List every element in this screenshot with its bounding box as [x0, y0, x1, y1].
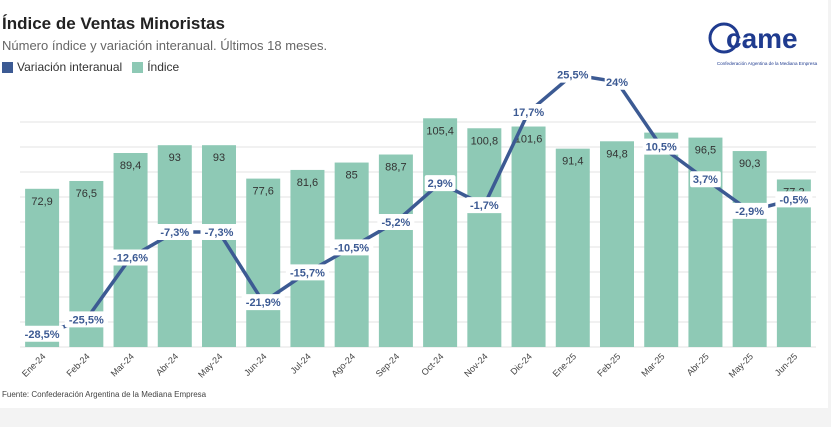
- bar-value-label: 93: [169, 152, 181, 164]
- came-logo-text: came: [726, 23, 798, 54]
- point-value-label: -12,6%: [113, 252, 148, 264]
- point-label-bg: [285, 264, 330, 281]
- legend: Variación interanual Índice: [2, 60, 189, 74]
- legend-item-variacion[interactable]: Variación interanual: [2, 60, 122, 74]
- came-logo-mark: came: [708, 22, 798, 54]
- chart-area: 72,9 Ene-24 76,5 Feb-24 89,4 Mar-24 93 Abr-24 93…: [19, 66, 816, 380]
- x-tick-label: Dic-24: [509, 351, 534, 376]
- x-tick-label: Abr-25: [685, 351, 711, 377]
- x-tick-label: Feb-25: [595, 351, 622, 378]
- point-value-label: -5,2%: [382, 217, 411, 229]
- bar-indice[interactable]: [467, 128, 502, 347]
- line-variacion: [41, 72, 795, 336]
- chart-title: Índice de Ventas Minoristas: [2, 14, 225, 33]
- chart-subtitle: Número índice y variación interanual. Úl…: [2, 38, 328, 53]
- bar-value-label: 77,6: [253, 186, 274, 198]
- bar-value-label: 105,4: [426, 125, 454, 137]
- x-tick-label: Abr-24: [154, 351, 180, 377]
- x-tick-label: Sep-24: [374, 351, 402, 379]
- point-value-label: 2,9%: [428, 178, 453, 190]
- bar-indice[interactable]: [600, 141, 634, 347]
- point-label-bg: [465, 197, 503, 214]
- point-label-bg: [690, 171, 721, 188]
- point-value-label: 24%: [606, 77, 628, 89]
- bar-indice[interactable]: [157, 145, 192, 347]
- x-tick-label: Mar-25: [639, 351, 666, 378]
- legend-item-indice[interactable]: Índice: [132, 60, 179, 74]
- point-value-label: 25,5%: [557, 70, 588, 82]
- point-value-label: -21,9%: [246, 297, 281, 309]
- point-label-bg: [731, 202, 769, 219]
- point-value-label: -15,7%: [290, 267, 325, 279]
- point-label-bg: [424, 175, 456, 192]
- x-tick-label: Jul-24: [288, 351, 312, 375]
- point-label-bg: [241, 294, 285, 311]
- x-tick-label: Ago-24: [329, 351, 357, 379]
- bar-indice[interactable]: [25, 188, 60, 347]
- bar-value-label: 88,7: [385, 162, 406, 174]
- point-label-bg: [377, 213, 415, 230]
- point-value-label: -28,5%: [25, 329, 60, 341]
- bar-value-label: 93: [213, 152, 225, 164]
- bar-value-label: 81,6: [297, 177, 318, 189]
- point-label-bg: [775, 191, 813, 208]
- legend-swatch-indice: [132, 61, 144, 73]
- point-label-bg: [64, 311, 108, 328]
- x-tick-label: Ene-24: [20, 351, 48, 379]
- legend-swatch-variacion: [2, 61, 13, 73]
- legend-label-variacion: Variación interanual: [17, 60, 123, 74]
- bar-indice[interactable]: [555, 148, 590, 347]
- x-tick-label: Feb-24: [65, 351, 92, 378]
- point-value-label: -0,5%: [780, 194, 809, 206]
- bar-indice[interactable]: [732, 151, 767, 347]
- point-value-label: -7,3%: [205, 227, 234, 239]
- point-label-bg: [330, 239, 374, 256]
- bar-value-label: 101,6: [515, 134, 543, 146]
- bar-indice[interactable]: [378, 154, 413, 347]
- bar-indice[interactable]: [246, 178, 281, 347]
- came-logo: came Confederación Argentina de la Media…: [708, 22, 818, 66]
- legend-label-indice: Índice: [147, 60, 180, 74]
- point-value-label: -25,5%: [69, 314, 104, 326]
- x-tick-label: May-24: [196, 351, 224, 379]
- point-label-bg: [156, 224, 194, 241]
- bar-indice[interactable]: [202, 145, 236, 347]
- point-value-label: -1,7%: [470, 200, 499, 212]
- bar-value-label: 85: [346, 170, 358, 182]
- point-value-label: 10,5%: [646, 142, 677, 154]
- point-label-bg: [554, 66, 592, 83]
- point-label-bg: [200, 224, 238, 241]
- bar-indice[interactable]: [290, 169, 325, 347]
- x-tick-label: Nov-24: [462, 351, 490, 379]
- point-label-bg: [20, 325, 64, 342]
- point-label-bg: [108, 249, 153, 266]
- point-label-bg: [510, 104, 548, 121]
- x-tick-label: May-25: [727, 351, 755, 379]
- bar-indice[interactable]: [644, 132, 679, 347]
- point-label-bg: [642, 138, 680, 155]
- x-tick-label: Jun-25: [773, 351, 800, 378]
- bar-value-label: 89,4: [120, 160, 141, 172]
- source-note: Fuente: Confederación Argentina de la Me…: [2, 390, 207, 399]
- point-value-label: 3,7%: [693, 174, 718, 186]
- bar-value-label: 96,5: [695, 145, 716, 157]
- came-logo-tagline: Confederación Argentina de la Mediana Em…: [717, 61, 818, 66]
- bar-indice[interactable]: [423, 118, 458, 347]
- bar-value-label: 91,4: [562, 156, 583, 168]
- point-label-bg: [604, 73, 630, 90]
- point-value-label: -2,9%: [735, 206, 764, 218]
- bar-indice[interactable]: [511, 126, 546, 347]
- bar-value-label: 94,8: [606, 148, 627, 160]
- bar-value-label: 90,3: [739, 158, 760, 170]
- x-tick-label: Ene-25: [551, 351, 579, 379]
- x-tick-label: Jun-24: [242, 351, 269, 378]
- x-tick-label: Oct-24: [419, 351, 445, 377]
- bar-value-label: 72,9: [31, 196, 52, 208]
- bar-value-label: 100,8: [471, 135, 499, 147]
- point-value-label: -10,5%: [334, 242, 369, 254]
- x-tick-label: Mar-24: [109, 351, 136, 378]
- point-value-label: 17,7%: [513, 107, 544, 119]
- point-value-label: -7,3%: [160, 227, 189, 239]
- bar-value-label: 76,5: [76, 188, 97, 200]
